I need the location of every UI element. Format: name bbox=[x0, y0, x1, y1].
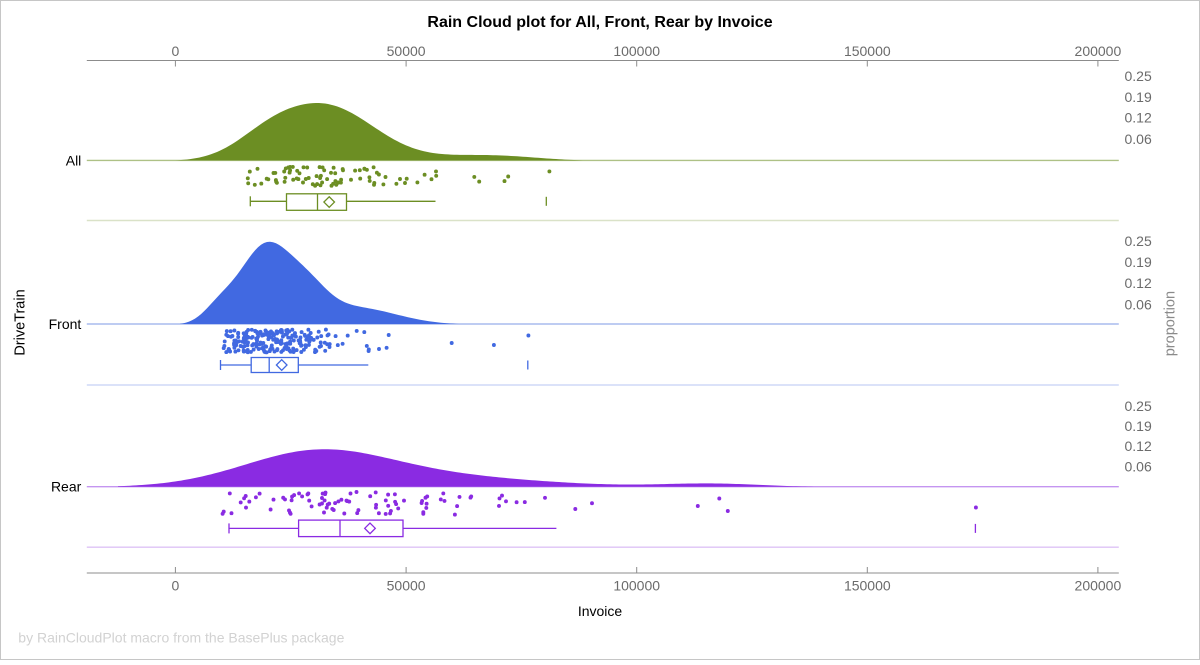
svg-text:0.25: 0.25 bbox=[1125, 68, 1152, 84]
svg-text:0: 0 bbox=[172, 43, 180, 59]
svg-text:0.19: 0.19 bbox=[1125, 418, 1152, 434]
svg-text:0.12: 0.12 bbox=[1125, 110, 1152, 126]
svg-text:0.06: 0.06 bbox=[1125, 296, 1152, 312]
svg-text:Rear: Rear bbox=[51, 479, 82, 495]
svg-text:100000: 100000 bbox=[613, 43, 660, 59]
svg-text:0.12: 0.12 bbox=[1125, 438, 1152, 454]
svg-text:by RainCloudPlot macro from th: by RainCloudPlot macro from the BasePlus… bbox=[18, 630, 344, 646]
svg-text:0.25: 0.25 bbox=[1125, 233, 1152, 249]
svg-text:0.25: 0.25 bbox=[1125, 398, 1152, 414]
svg-text:All: All bbox=[66, 152, 82, 168]
svg-text:150000: 150000 bbox=[844, 577, 891, 593]
svg-text:Invoice: Invoice bbox=[578, 603, 623, 619]
svg-text:0.06: 0.06 bbox=[1125, 458, 1152, 474]
svg-text:proportion: proportion bbox=[1163, 291, 1179, 356]
svg-text:200000: 200000 bbox=[1075, 577, 1122, 593]
svg-text:DriveTrain: DriveTrain bbox=[13, 289, 29, 355]
svg-text:0.19: 0.19 bbox=[1125, 89, 1152, 105]
svg-text:Rain Cloud plot for All, Front: Rain Cloud plot for All, Front, Rear by … bbox=[427, 14, 772, 31]
svg-text:50000: 50000 bbox=[387, 43, 426, 59]
svg-text:0.19: 0.19 bbox=[1125, 254, 1152, 270]
svg-text:0: 0 bbox=[172, 577, 180, 593]
svg-text:Front: Front bbox=[49, 316, 82, 332]
svg-text:100000: 100000 bbox=[613, 577, 660, 593]
svg-text:0.06: 0.06 bbox=[1125, 131, 1152, 147]
svg-text:150000: 150000 bbox=[844, 43, 891, 59]
svg-text:0.12: 0.12 bbox=[1125, 275, 1152, 291]
svg-text:200000: 200000 bbox=[1075, 43, 1122, 59]
svg-text:50000: 50000 bbox=[387, 577, 426, 593]
